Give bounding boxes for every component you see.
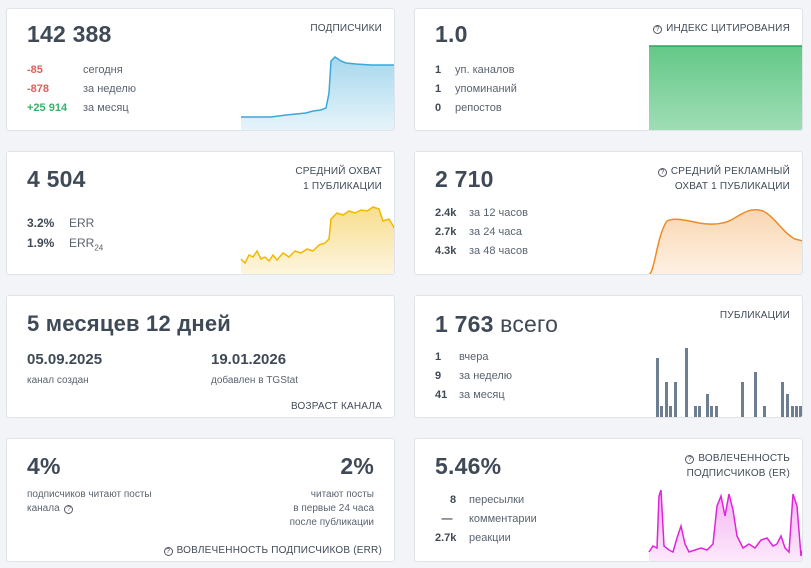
citation-reposts: 0 репостов bbox=[435, 102, 502, 114]
publications-card[interactable]: 1 763 всего ПУБЛИКАЦИИ 1 вчера 9 за неделю… bbox=[414, 295, 803, 418]
created-label: канал создан bbox=[27, 375, 89, 386]
ad-reach-title: ? СРЕДНИЙ РЕКЛАМНЫЙ ОХВАТ 1 ПУБЛИКАЦИИ bbox=[657, 164, 790, 194]
engagement-right-text: читают посты в первые 24 часа после публ… bbox=[289, 489, 374, 528]
posts-week: 9 за неделю bbox=[435, 370, 513, 382]
engagement-card[interactable]: 4% подписчиков читают посты канала ? 2% … bbox=[6, 438, 395, 562]
question-circle-icon[interactable]: ? bbox=[163, 547, 173, 556]
citation-mentions: 1 упоминаний bbox=[435, 83, 517, 95]
ad-reach-card[interactable]: 2 710 ? СРЕДНИЙ РЕКЛАМНЫЙ ОХВАТ 1 ПУБЛИКА… bbox=[414, 151, 803, 275]
question-circle-icon[interactable]: ? bbox=[64, 505, 74, 514]
subscribers-card[interactable]: 142 388 ПОДПИСЧИКИ -85 сегодня -878 за нед… bbox=[6, 8, 395, 131]
er-comments: — комментарии bbox=[441, 513, 537, 525]
subscribers-sparkline bbox=[241, 56, 394, 130]
subscribers-week: -878 за неделю bbox=[27, 83, 137, 95]
posts-month: 41 за месяц bbox=[435, 389, 505, 401]
citation-card[interactable]: 1.0 ? ИНДЕКС ЦИТИРОВАНИЯ 1 уп. каналов 1 уп… bbox=[414, 8, 803, 131]
engagement-left-text: подписчиков читают посты канала ? bbox=[27, 489, 152, 514]
subscribers-count: 142 388 bbox=[27, 21, 112, 47]
posts-yesterday: 1 вчера bbox=[435, 351, 489, 363]
channel-age: 5 месяцев 12 дней bbox=[27, 311, 232, 336]
er-forwards: 8 пересылки bbox=[449, 494, 525, 506]
err-row: 3.2% ERR bbox=[27, 216, 95, 230]
er-reactions: 2.7k реакции bbox=[435, 532, 511, 544]
reach-title: СРЕДНИЙ ОХВАТ 1 ПУБЛИКАЦИИ bbox=[295, 166, 382, 192]
channel-age-card[interactable]: 5 месяцев 12 дней 05.09.2025 канал созда… bbox=[6, 295, 395, 418]
ad-reach-12h: 2.4k за 12 часов bbox=[435, 207, 528, 219]
citation-title: ? ИНДЕКС ЦИТИРОВАНИЯ bbox=[653, 21, 790, 36]
reach-sparkline bbox=[240, 206, 394, 274]
er-title: ? ВОВЛЕЧЕННОСТЬ ПОДПИСЧИКОВ (ER) bbox=[685, 453, 790, 479]
ad-reach-sparkline bbox=[648, 208, 802, 274]
question-circle-icon[interactable]: ? bbox=[657, 168, 667, 177]
ad-reach-24h: 2.7k за 24 часа bbox=[435, 226, 522, 238]
publications-title: ПУБЛИКАЦИИ bbox=[719, 310, 790, 321]
reach-value: 4 504 bbox=[27, 166, 86, 192]
created-date: 05.09.2025 bbox=[27, 351, 103, 368]
question-circle-icon[interactable]: ? bbox=[685, 455, 695, 464]
publications-count: 1 763 всего bbox=[435, 311, 559, 337]
subscribers-month: +25 914 за месяц bbox=[27, 102, 129, 114]
added-date: 19.01.2026 bbox=[211, 351, 287, 368]
er-sparkline bbox=[648, 489, 802, 561]
citation-index: 1.0 bbox=[435, 21, 468, 47]
engagement-right-value: 2% bbox=[340, 453, 374, 479]
citation-channels: 1 уп. каналов bbox=[435, 64, 515, 76]
engagement-left-value: 4% bbox=[27, 453, 61, 479]
ad-reach-value: 2 710 bbox=[435, 166, 494, 192]
channel-age-title: ВОЗРАСТ КАНАЛА bbox=[290, 401, 382, 412]
reach-card[interactable]: 4 504 СРЕДНИЙ ОХВАТ 1 ПУБЛИКАЦИИ 3.2% ERR … bbox=[6, 151, 395, 275]
ad-reach-48h: 4.3k за 48 часов bbox=[435, 245, 528, 257]
publications-bar-sparkline bbox=[656, 348, 802, 417]
err24-row: 1.9% ERR24 bbox=[27, 236, 104, 253]
citation-sparkline bbox=[649, 45, 802, 130]
er-value: 5.46% bbox=[435, 453, 502, 479]
subscribers-title: ПОДПИСЧИКИ bbox=[310, 23, 382, 34]
added-label: добавлен в TGStat bbox=[211, 375, 299, 386]
subscribers-today: -85 сегодня bbox=[27, 64, 123, 76]
engagement-footer: ? ВОВЛЕЧЕННОСТЬ ПОДПИСЧИКОВ (ERR) bbox=[163, 543, 382, 558]
question-circle-icon[interactable]: ? bbox=[653, 25, 663, 34]
